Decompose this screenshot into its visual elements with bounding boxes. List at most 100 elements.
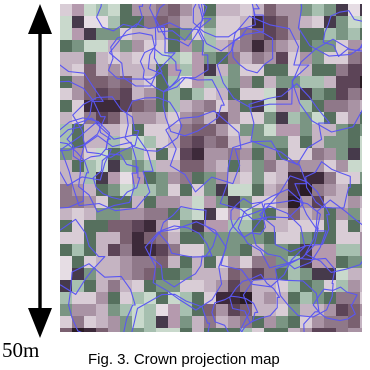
image-pixel-block [360,172,362,184]
image-pixel-block [252,196,264,208]
image-pixel-block [276,316,288,328]
image-pixel-block [216,268,228,280]
image-pixel-block [96,316,108,328]
image-pixel-block [336,184,348,196]
image-pixel-block [240,196,252,208]
image-pixel-block [312,112,324,124]
image-pixel-block [360,244,362,256]
image-pixel-block [216,184,228,196]
image-pixel-block [144,136,156,148]
image-pixel-block [132,328,144,332]
image-pixel-block [96,76,108,88]
image-pixel-block [60,244,72,256]
image-pixel-block [324,172,336,184]
image-pixel-block [276,268,288,280]
image-pixel-block [264,316,276,328]
image-pixel-block [324,112,336,124]
image-pixel-block [96,28,108,40]
image-pixel-block [312,184,324,196]
crown-outline [131,293,211,332]
scale-label: 50m [2,338,40,362]
image-pixel-block [144,304,156,316]
image-pixel-block [216,220,228,232]
image-pixel-block [168,4,180,16]
image-pixel-block [324,160,336,172]
image-pixel-block [204,124,216,136]
image-pixel-block [180,40,192,52]
image-pixel-block [240,172,252,184]
image-pixel-block [300,328,312,332]
image-pixel-block [96,328,108,332]
image-pixel-block [276,28,288,40]
crown-outline [251,199,327,270]
image-pixel-block [300,160,312,172]
image-pixel-block [336,16,348,28]
image-pixel-block [252,88,264,100]
image-pixel-block [264,100,276,112]
image-pixel-block [348,256,360,268]
image-pixel-block [120,148,132,160]
image-pixel-block [300,220,312,232]
crown-outline [322,10,362,57]
image-pixel-block [84,40,96,52]
image-pixel-block [168,268,180,280]
image-pixel-block [180,256,192,268]
image-pixel-block [84,28,96,40]
image-pixel-block [324,16,336,28]
image-pixel-block [264,268,276,280]
image-pixel-block [60,28,72,40]
image-pixel-block [288,124,300,136]
image-pixel-block [228,256,240,268]
image-pixel-block [204,316,216,328]
image-pixel-block [84,184,96,196]
image-pixel-block [72,76,84,88]
image-pixel-block [312,208,324,220]
image-pixel-block [144,64,156,76]
crown-outline [165,110,242,193]
image-pixel-block [72,208,84,220]
image-pixel-block [228,64,240,76]
image-pixel-block [144,256,156,268]
image-pixel-block [132,208,144,220]
image-pixel-block [240,40,252,52]
image-pixel-block [204,328,216,332]
image-pixel-block [60,124,72,136]
image-pixel-block [156,208,168,220]
image-pixel-block [108,232,120,244]
image-pixel-block [360,88,362,100]
image-pixel-block [348,208,360,220]
image-pixel-block [228,112,240,124]
image-pixel-block [336,208,348,220]
image-pixel-block [168,28,180,40]
image-pixel-block [288,208,300,220]
image-pixel-block [324,196,336,208]
image-pixel-block [276,40,288,52]
image-pixel-block [192,172,204,184]
image-pixel-block [312,16,324,28]
image-pixel-block [216,136,228,148]
image-pixel-block [228,184,240,196]
image-pixel-block [156,100,168,112]
image-pixel-block [72,292,84,304]
image-pixel-block [72,244,84,256]
image-pixel-block [168,196,180,208]
image-pixel-block [180,268,192,280]
image-pixel-block [60,268,72,280]
image-pixel-block [192,292,204,304]
image-pixel-block [252,304,264,316]
image-pixel-block [132,88,144,100]
image-pixel-block [264,328,276,332]
image-pixel-block [252,256,264,268]
image-pixel-block [72,136,84,148]
image-pixel-block [72,256,84,268]
image-pixel-block [324,292,336,304]
image-pixel-block [72,280,84,292]
image-pixel-block [252,160,264,172]
image-pixel-block [336,148,348,160]
image-pixel-block [312,148,324,160]
crown-outline [139,47,182,93]
image-pixel-block [180,232,192,244]
scale-arrow [28,4,52,338]
image-pixel-block [228,316,240,328]
image-pixel-block [288,52,300,64]
